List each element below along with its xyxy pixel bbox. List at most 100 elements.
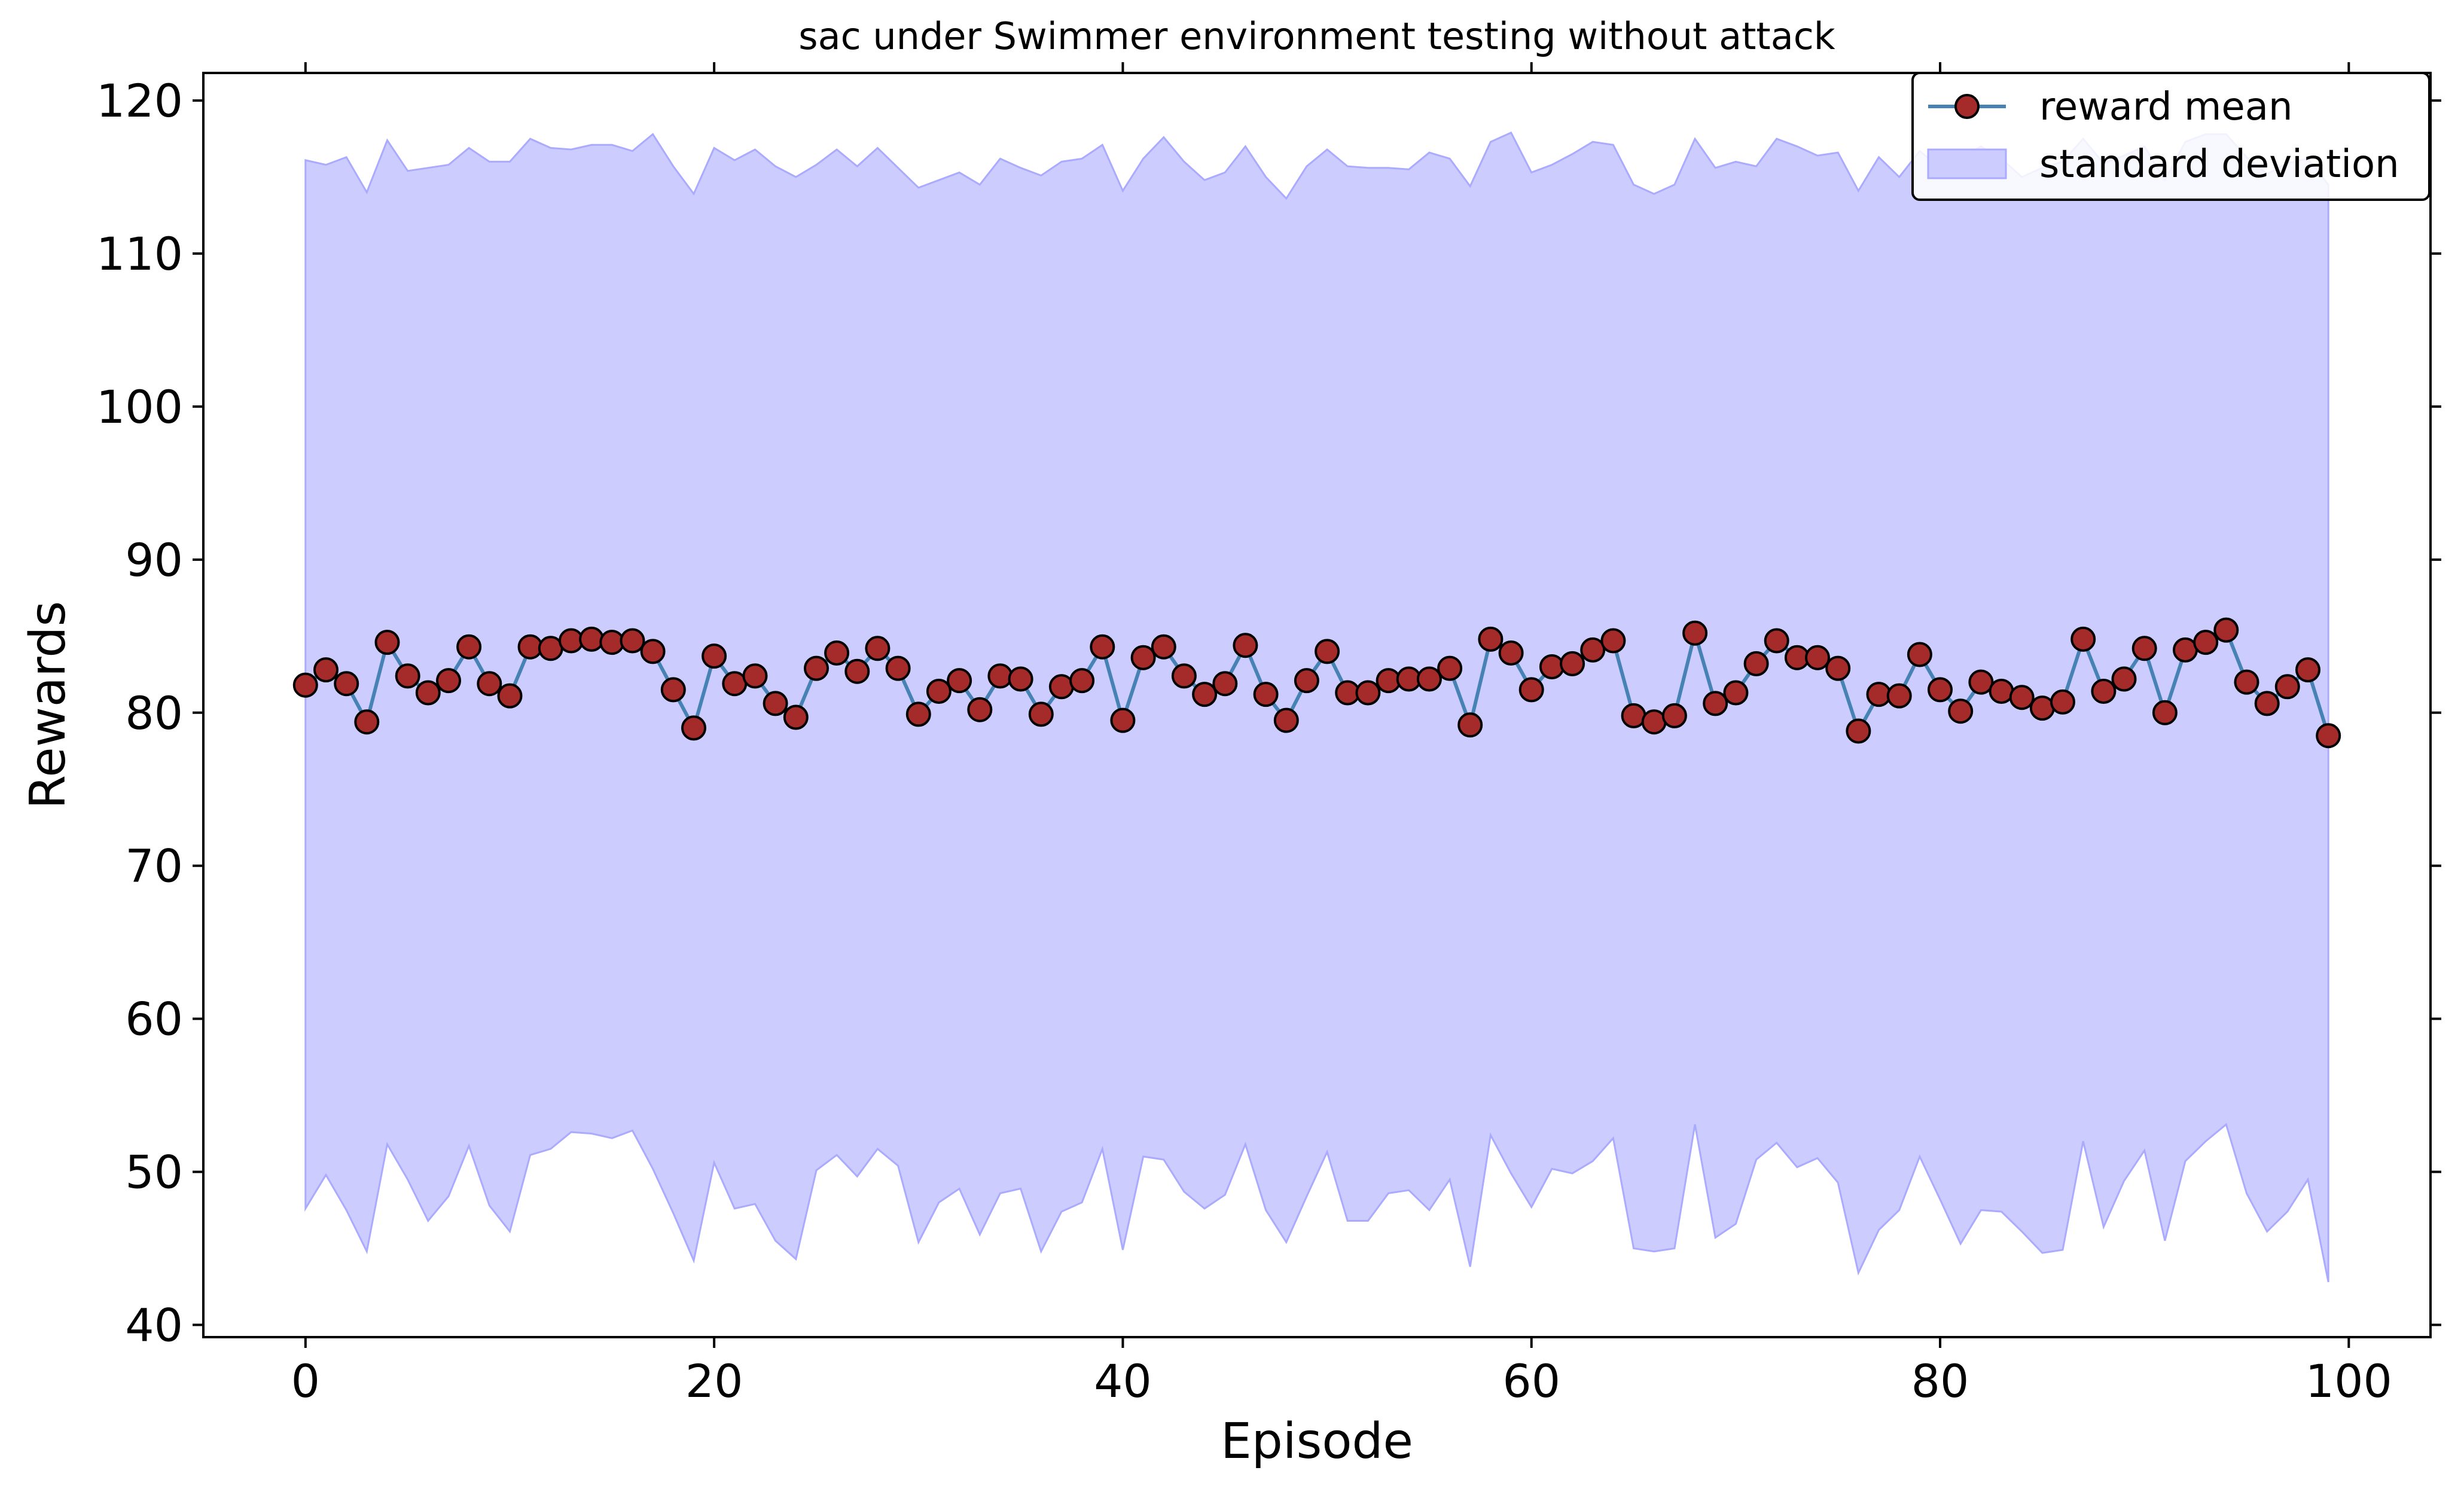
legend-mean-label: reward mean <box>2039 85 2293 129</box>
mean-point <box>905 701 931 727</box>
mean-point <box>1948 698 1974 724</box>
mean-point <box>2213 617 2239 643</box>
legend: reward mean standard deviation <box>1911 72 2431 201</box>
mean-point <box>1416 666 1442 692</box>
mean-point <box>2009 685 2035 710</box>
mean-point <box>599 630 625 655</box>
mean-point <box>292 672 318 698</box>
mean-point <box>334 671 359 697</box>
mean-point <box>2254 691 2280 716</box>
plot-frame <box>202 72 2432 1338</box>
mean-point <box>1457 712 1483 738</box>
mean-point <box>1478 626 1504 652</box>
legend-box <box>1911 72 2431 201</box>
mean-point <box>2050 689 2075 715</box>
mean-point <box>660 677 686 703</box>
mean-point <box>1641 709 1667 735</box>
y-axis-ticks: 40 50 60 70 80 90 100 110 120 <box>96 74 2441 1352</box>
mean-point <box>1437 655 1463 681</box>
y-tick-label: 70 <box>125 840 183 893</box>
mean-point <box>1580 637 1606 663</box>
mean-point <box>1151 634 1176 660</box>
mean-point <box>1805 645 1830 670</box>
mean-point <box>2070 626 2096 652</box>
mean-point <box>1560 651 1585 676</box>
mean-point <box>1130 645 1156 670</box>
mean-point <box>1825 655 1851 681</box>
mean-point <box>1090 634 1115 660</box>
legend-band-swatch <box>1927 148 2007 179</box>
y-tick-label: 110 <box>96 227 183 280</box>
mean-point <box>926 679 952 704</box>
mean-point <box>681 715 706 741</box>
mean-point <box>2029 695 2055 721</box>
mean-point <box>1294 668 1319 694</box>
mean-point <box>804 655 829 681</box>
mean-point <box>1539 654 1565 679</box>
mean-point <box>1907 642 1932 667</box>
legend-band-label: standard deviation <box>2039 142 2399 187</box>
mean-point <box>742 663 768 689</box>
std-band-area <box>304 131 2329 1283</box>
y-tick-label: 50 <box>125 1146 183 1199</box>
mean-marker-layer <box>292 617 2341 749</box>
mean-point <box>1273 707 1299 733</box>
mean-point <box>1048 674 1074 700</box>
mean-point <box>763 691 788 716</box>
legend-mean-marker <box>1954 94 1980 119</box>
mean-point <box>1498 640 1524 666</box>
mean-point <box>579 626 605 652</box>
mean-point <box>2274 674 2300 700</box>
mean-point <box>947 668 972 694</box>
x-tick-label: 100 <box>2306 1354 2392 1408</box>
y-tick-label: 80 <box>125 687 183 740</box>
mean-point <box>967 697 993 722</box>
mean-point <box>702 643 727 669</box>
mean-point <box>313 657 339 683</box>
mean-point <box>783 704 809 730</box>
x-tick-label: 80 <box>1911 1354 1969 1408</box>
mean-point <box>2316 723 2341 749</box>
mean-point <box>1355 680 1381 706</box>
mean-point <box>1028 701 1054 727</box>
mean-point <box>1600 628 1626 654</box>
x-tick-label: 40 <box>1094 1354 1152 1408</box>
mean-point <box>1866 682 1892 707</box>
mean-point <box>1621 703 1646 728</box>
mean-point <box>1743 651 1769 676</box>
mean-point <box>844 658 870 684</box>
mean-point <box>436 668 461 694</box>
y-tick-label: 100 <box>96 380 183 434</box>
mean-point <box>865 636 891 661</box>
mean-point <box>1171 663 1197 689</box>
mean-point <box>517 634 543 660</box>
mean-point <box>1008 666 1033 692</box>
mean-point <box>395 663 420 689</box>
mean-point <box>824 640 850 666</box>
mean-point <box>1192 682 1218 707</box>
mean-point <box>1968 669 1994 695</box>
mean-point <box>1212 671 1238 697</box>
mean-point <box>885 655 911 681</box>
mean-point <box>620 628 645 654</box>
mean-point <box>456 634 482 660</box>
mean-point <box>1703 691 1728 716</box>
chart-title: sac under Swimmer environment testing wi… <box>798 14 1835 58</box>
y-tick-label: 120 <box>96 74 183 127</box>
mean-point <box>1661 703 1687 728</box>
mean-point <box>477 671 502 697</box>
x-tick-label: 0 <box>291 1354 320 1408</box>
mean-point <box>1886 683 1912 709</box>
std-band-layer <box>304 131 2329 1283</box>
mean-point <box>1253 682 1279 707</box>
mean-point <box>640 639 666 664</box>
mean-point <box>1989 679 2014 704</box>
y-tick-label: 40 <box>125 1299 183 1352</box>
mean-point <box>1315 639 1340 664</box>
mean-point <box>2193 630 2219 655</box>
y-axis-label: Rewards <box>20 601 77 809</box>
mean-point <box>2152 700 2178 725</box>
x-axis-label: Episode <box>1221 1413 1413 1470</box>
mean-point <box>1846 718 1871 744</box>
